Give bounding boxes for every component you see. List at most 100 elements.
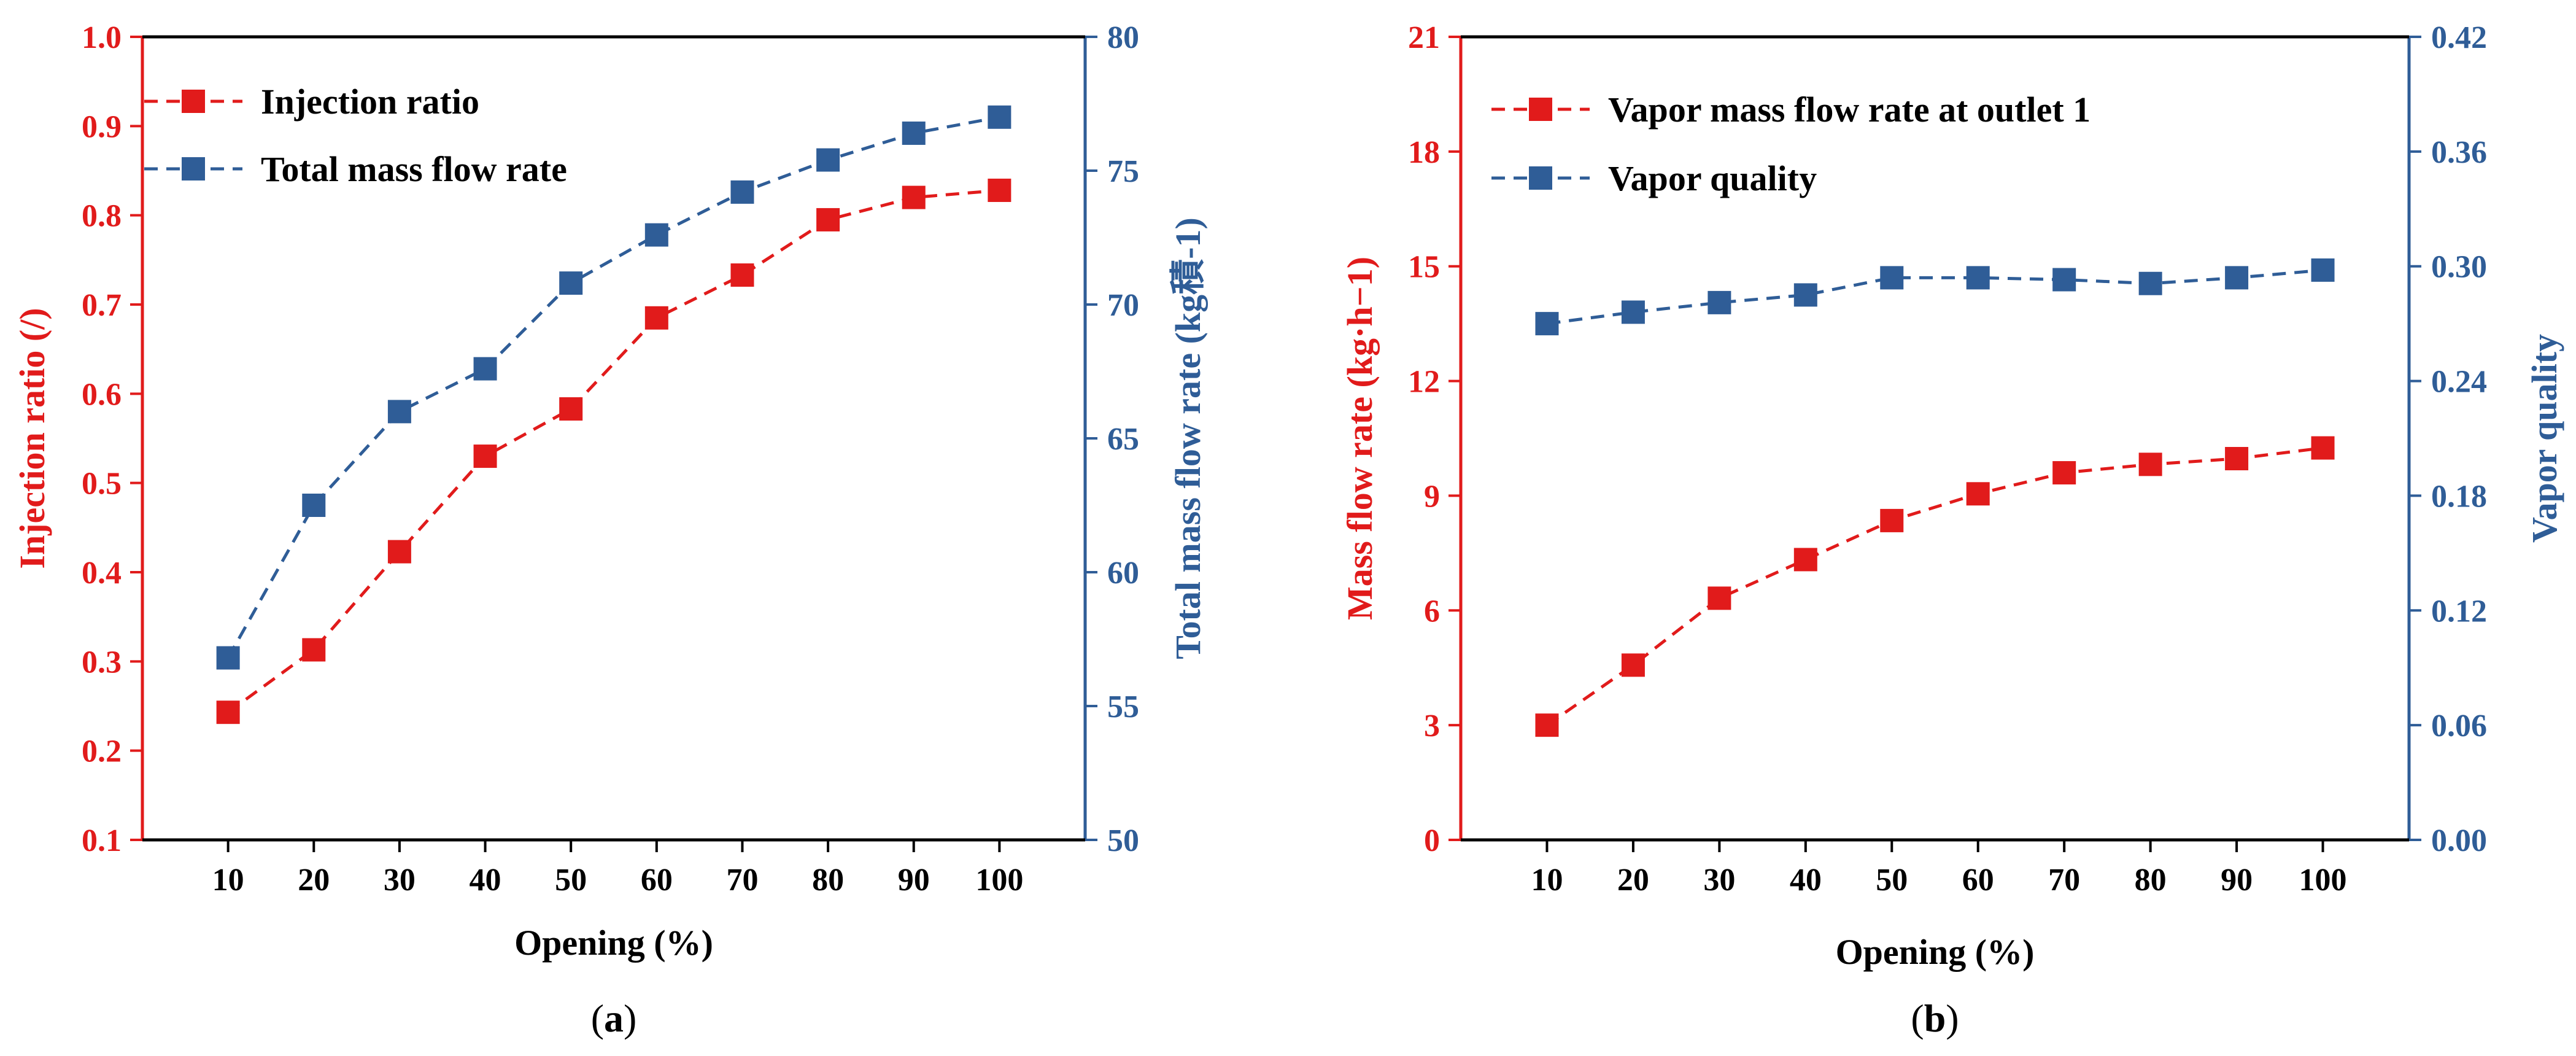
legend-label: Total mass flow rate (261, 149, 567, 189)
data-point-right (1535, 312, 1559, 336)
data-point-right (302, 494, 326, 517)
left-tick-label: 0.6 (82, 377, 122, 412)
data-point-right (2311, 258, 2335, 282)
right-tick-label: 0.36 (2431, 135, 2487, 170)
x-tick-label: 50 (1876, 863, 1908, 898)
data-point-left (473, 445, 497, 468)
series-line-right (226, 115, 1000, 659)
data-point-left (2225, 447, 2249, 471)
right-tick-label: 55 (1107, 689, 1139, 724)
x-tick-label: 80 (2135, 863, 2167, 898)
data-point-left (1966, 482, 1990, 506)
data-point-right (387, 400, 411, 424)
left-tick-label: 0.9 (82, 109, 122, 144)
left-tick-label: 0.8 (82, 199, 122, 234)
legend-marker (1529, 98, 1552, 121)
data-point-right (1708, 290, 1731, 314)
x-tick-label: 20 (298, 863, 330, 898)
x-tick-label: 60 (641, 863, 673, 898)
right-tick-label: 65 (1107, 422, 1139, 457)
data-point-left (1708, 586, 1731, 610)
panel-label: a (604, 996, 624, 1040)
right-tick-label: 75 (1107, 154, 1139, 189)
right-tick-label: 0.42 (2431, 20, 2487, 55)
right-tick-label: 0.18 (2431, 479, 2487, 514)
right-tick-label: 80 (1107, 20, 1139, 55)
right-axis-title: Vapor quality (2524, 334, 2564, 543)
x-tick-label: 30 (1703, 863, 1735, 898)
data-point-left (216, 701, 240, 724)
left-tick-label: 21 (1408, 20, 1440, 55)
chart-panel-b: 10 20 30 40 50 60 70 80 90 100 0 3 6 9 12 15 18 21 0.00 0.0… (1340, 20, 2564, 1040)
data-point-left (387, 540, 411, 564)
data-point-right (216, 646, 240, 670)
x-tick-label: 20 (1617, 863, 1649, 898)
right-tick-label: 0.12 (2431, 594, 2487, 629)
left-tick-label: 0.3 (82, 645, 122, 680)
x-tick-label: 50 (555, 863, 587, 898)
left-tick-label: 0.5 (82, 467, 122, 502)
right-tick-label: 0.24 (2431, 365, 2487, 400)
data-point-left (2311, 436, 2335, 460)
left-tick-label: 12 (1408, 365, 1440, 400)
data-point-right (730, 180, 754, 204)
data-point-left (1880, 508, 1904, 532)
left-tick-label: 18 (1408, 135, 1440, 170)
x-axis-title: Opening (%) (1836, 932, 2035, 972)
data-point-right (1793, 283, 1817, 307)
right-tick-label: 60 (1107, 556, 1139, 591)
data-point-right (644, 223, 668, 247)
data-point-left (2138, 452, 2162, 476)
data-point-left (302, 638, 326, 662)
left-axis-title: Injection ratio (/) (12, 308, 52, 569)
x-tick-label: 40 (470, 863, 501, 898)
left-tick-label: 1.0 (82, 20, 122, 55)
x-tick-label: 10 (1531, 863, 1563, 898)
data-point-right (473, 357, 497, 381)
chart-panel-a: 10 20 30 40 50 60 70 80 90 100 0.1 0.2 0.3 0.4 0.5 0.6 0… (12, 20, 1208, 1040)
data-point-left (2052, 461, 2076, 485)
right-tick-label: 0.00 (2431, 823, 2487, 858)
data-point-left (1621, 653, 1645, 677)
data-point-left (816, 208, 840, 231)
right-axis-title: Total mass flow rate (kg積-1) (1168, 217, 1208, 659)
left-tick-label: 6 (1424, 594, 1440, 629)
legend-label: Vapor mass flow rate at outlet 1 (1608, 90, 2091, 130)
x-axis-title: Opening (%) (514, 923, 713, 963)
data-point-right (1966, 266, 1990, 290)
right-tick-label: 0.06 (2431, 709, 2487, 743)
data-point-right (816, 148, 840, 172)
x-tick-label: 70 (726, 863, 758, 898)
series-line-right (1547, 268, 2323, 325)
left-tick-label: 0.4 (82, 556, 122, 591)
x-tick-label: 40 (1790, 863, 1822, 898)
x-tick-label: 60 (1962, 863, 1994, 898)
data-point-right (1621, 300, 1645, 324)
x-tick-label: 100 (2299, 863, 2347, 898)
data-point-right (2138, 271, 2162, 295)
left-tick-label: 0 (1424, 823, 1440, 858)
data-point-left (730, 263, 754, 287)
data-point-right (2225, 266, 2249, 290)
legend-marker (182, 157, 205, 181)
right-tick-label: 70 (1107, 288, 1139, 323)
left-tick-label: 15 (1408, 250, 1440, 285)
series-line-left (227, 188, 1000, 714)
left-tick-label: 9 (1424, 479, 1440, 514)
x-tick-label: 100 (975, 863, 1023, 898)
legend-marker (182, 90, 205, 113)
x-tick-label: 30 (384, 863, 416, 898)
legend-label: Vapor quality (1608, 158, 1817, 198)
panel-caption: (a) (591, 996, 637, 1040)
data-point-right (902, 121, 926, 145)
data-point-left (902, 185, 926, 209)
right-tick-label: 0.30 (2431, 250, 2487, 285)
left-tick-label: 0.7 (82, 288, 122, 323)
data-point-right (988, 105, 1011, 129)
series-line-left (1546, 446, 2323, 727)
left-axis-title: Mass flow rate (kg·h−1) (1340, 257, 1380, 620)
x-tick-label: 70 (2048, 863, 2080, 898)
data-point-left (644, 306, 668, 330)
data-point-left (1535, 713, 1559, 737)
